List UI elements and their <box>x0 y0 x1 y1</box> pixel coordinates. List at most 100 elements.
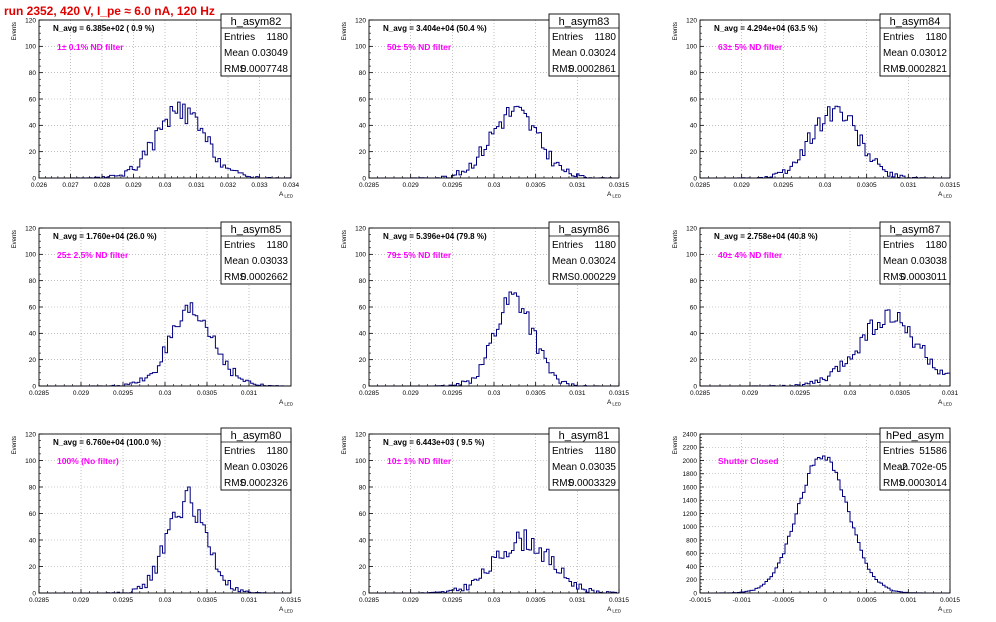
stats-value: 0.03035 <box>580 462 617 473</box>
x-tick-label: 0.031 <box>241 597 258 604</box>
navg-label: N_avg = 6.385e+02 ( 0.9 %) <box>53 24 155 33</box>
stats-title: h_asym81 <box>559 430 610 442</box>
y-tick-label: 60 <box>29 304 37 311</box>
stats-value: 1180 <box>594 446 616 457</box>
y-tick-label: 120 <box>25 17 36 24</box>
stats-label: Mean <box>883 256 908 267</box>
x-tick-label: 0.0285 <box>359 390 379 397</box>
stats-value: 0.0002861 <box>569 64 617 75</box>
y-tick-label: 0 <box>32 175 36 182</box>
x-tick-label: 0.032 <box>220 182 237 189</box>
stats-value: 1180 <box>594 32 616 43</box>
stats-value: 1180 <box>266 240 288 251</box>
x-tick-label: 0.031 <box>569 182 586 189</box>
stats-label: Mean <box>552 462 577 473</box>
stats-label: RMS <box>224 272 247 283</box>
stats-title: h_asym82 <box>231 16 282 28</box>
y-tick-label: 120 <box>25 225 36 232</box>
stats-label: Entries <box>224 32 255 43</box>
y-tick-label: 40 <box>690 123 698 130</box>
filter-label: 100% (No filter) <box>57 456 119 466</box>
y-tick-label: 40 <box>359 123 367 130</box>
y-axis-title: Events <box>342 436 348 454</box>
x-tick-label: -0.0015 <box>689 597 711 604</box>
stats-value: 0.0003329 <box>569 478 617 489</box>
x-tick-label: 0.0295 <box>113 390 133 397</box>
stats-value: 0.03026 <box>252 462 289 473</box>
filter-label: 63± 5% ND filter <box>718 42 783 52</box>
stats-value: 0.0002662 <box>241 272 289 283</box>
y-tick-label: 80 <box>690 278 698 285</box>
panel-h-asym81: 0.0285 0.029 0.0295 0.03 0.0305 0.031 0.0315 0 2… <box>342 427 629 614</box>
y-tick-label: 0 <box>693 175 697 182</box>
y-tick-label: 20 <box>359 357 367 364</box>
x-tick-label: 0.0295 <box>442 390 462 397</box>
x-tick-label: -0.0005 <box>772 597 794 604</box>
stats-label: RMS <box>552 272 575 283</box>
x-tick-label: 0.0315 <box>609 390 629 397</box>
y-tick-label: 80 <box>29 70 37 77</box>
x-tick-label: 0.03 <box>488 390 501 397</box>
stats-label: Mean <box>224 256 249 267</box>
y-tick-label: 100 <box>355 458 366 465</box>
y-tick-label: 20 <box>359 149 367 156</box>
navg-label: N_avg = 1.760e+04 (26.0 %) <box>53 232 157 241</box>
stats-box <box>879 13 951 77</box>
x-tick-label: 0.0285 <box>359 597 379 604</box>
y-tick-label: 60 <box>359 304 367 311</box>
y-tick-label: 20 <box>29 149 37 156</box>
stats-value: 51586 <box>919 446 947 457</box>
y-tick-label: 40 <box>359 537 367 544</box>
y-tick-label: 60 <box>690 304 698 311</box>
navg-label: N_avg = 6.760e+04 (100.0 %) <box>53 438 161 447</box>
y-tick-label: 40 <box>29 123 37 130</box>
y-axis-title: Events <box>342 22 348 40</box>
x-tick-label: 0.031 <box>900 182 917 189</box>
y-tick-label: 80 <box>359 70 367 77</box>
stats-label: Entries <box>552 446 583 457</box>
x-tick-label: 0.0315 <box>281 597 301 604</box>
y-tick-label: 100 <box>25 44 36 51</box>
y-tick-label: 40 <box>29 331 37 338</box>
y-tick-label: 600 <box>686 551 697 558</box>
stats-title: h_asym87 <box>890 224 941 236</box>
y-tick-label: 2200 <box>683 445 698 452</box>
stats-label: Mean <box>552 48 577 59</box>
stats-value: 0.03012 <box>911 48 948 59</box>
y-tick-label: 100 <box>355 44 366 51</box>
y-tick-label: 2000 <box>683 458 698 465</box>
x-tick-label: 0.03 <box>844 390 857 397</box>
stats-label: Mean <box>224 462 249 473</box>
filter-label: 40± 4% ND filter <box>718 250 783 260</box>
run-title: run 2352, 420 V, I_pe ≈ 6.0 nA, 120 Hz <box>4 4 215 18</box>
x-tick-label: 0.0305 <box>197 597 217 604</box>
stats-label: Entries <box>883 446 914 457</box>
x-tick-label: 0.029 <box>403 182 420 189</box>
y-tick-label: 0 <box>362 590 366 597</box>
panel-h-asym84: 0.0285 0.029 0.0295 0.03 0.0305 0.031 0.0315 0 2… <box>673 13 960 199</box>
y-tick-label: 120 <box>355 225 366 232</box>
x-tick-label: 0.031 <box>569 597 586 604</box>
y-tick-label: 80 <box>690 70 698 77</box>
stats-value: 0.03049 <box>252 48 289 59</box>
stats-value: 0.03024 <box>580 256 617 267</box>
y-tick-label: 120 <box>355 431 366 438</box>
stats-label: RMS <box>224 478 247 489</box>
y-tick-label: 0 <box>32 383 36 390</box>
y-tick-label: 20 <box>690 357 698 364</box>
x-tick-label: 0.029 <box>73 390 90 397</box>
x-tick-label: 0.0315 <box>940 182 960 189</box>
y-tick-label: 20 <box>359 564 367 571</box>
x-axis-title: ALED <box>938 191 953 199</box>
y-tick-label: 60 <box>359 96 367 103</box>
y-tick-label: 0 <box>32 590 36 597</box>
x-tick-label: 0.034 <box>283 182 300 189</box>
x-axis-title: ALED <box>938 606 953 614</box>
x-tick-label: 0.0285 <box>29 390 49 397</box>
stats-title: h_asym85 <box>231 224 282 236</box>
x-tick-label: 0.03 <box>159 597 172 604</box>
stats-box <box>220 221 292 285</box>
navg-label: N_avg = 5.396e+04 (79.8 %) <box>383 232 487 241</box>
x-tick-label: 0.0305 <box>890 390 910 397</box>
